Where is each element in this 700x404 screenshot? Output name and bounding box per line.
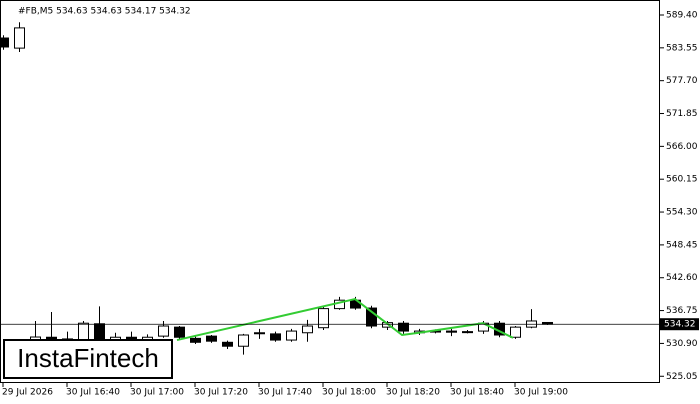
current-price-box (660, 318, 699, 331)
logo: InstaFintech (17, 343, 159, 373)
candle-body (462, 331, 473, 334)
candle-body (510, 326, 521, 338)
pattern-line (176, 297, 514, 342)
x-tick-label: 30 Jul 16:40 (66, 388, 120, 398)
x-tick-label: 30 Jul 18:20 (386, 388, 440, 398)
x-tick-label: 30 Jul 17:00 (130, 388, 184, 398)
candle-body (270, 333, 281, 341)
candle-body (398, 322, 409, 332)
x-tick-label: 30 Jul 18:40 (450, 388, 504, 398)
y-tick-label: 548.45 (666, 240, 698, 250)
candle-body (174, 326, 185, 338)
candle-body (366, 307, 377, 327)
y-tick-label: 571.85 (666, 109, 698, 119)
y-tick-label: 589.40 (666, 10, 698, 20)
candle-body (446, 330, 457, 333)
candle-body (0, 37, 9, 48)
y-tick-label: 566.00 (666, 142, 698, 152)
chart-title: #FB,M5 534.63 534.63 534.17 534.32 (18, 7, 191, 17)
y-tick-label: 530.90 (666, 339, 698, 349)
x-tick-label: 30 Jul 18:00 (322, 388, 376, 398)
current-price-label: 534.32 (664, 320, 696, 330)
y-tick-label: 583.55 (666, 43, 698, 53)
y-tick-label: 542.60 (666, 273, 698, 283)
x-tick-label: 30 Jul 17:20 (194, 388, 248, 398)
logo-box (3, 339, 173, 379)
candle-body (190, 337, 201, 343)
candle-body (158, 325, 169, 337)
candle-body (238, 334, 249, 347)
y-tick-label: 536.75 (666, 306, 698, 316)
candle-body (302, 325, 313, 334)
candle-body (318, 308, 329, 329)
x-tick-label: 29 Jul 2026 (2, 388, 53, 398)
candle-body (206, 335, 217, 342)
plot-frame (0, 0, 660, 383)
y-tick-label: 525.05 (666, 372, 698, 382)
y-tick-label: 554.30 (666, 208, 698, 218)
x-tick-label: 30 Jul 17:40 (258, 388, 312, 398)
y-tick-label: 560.15 (666, 175, 698, 185)
candle-body (254, 332, 265, 335)
x-tick-label: 30 Jul 19:00 (514, 388, 568, 398)
candle-body (78, 322, 89, 341)
candle-body (286, 330, 297, 341)
candle-body (222, 341, 233, 347)
candle-body (14, 27, 25, 49)
y-tick-label: 577.70 (666, 76, 698, 86)
